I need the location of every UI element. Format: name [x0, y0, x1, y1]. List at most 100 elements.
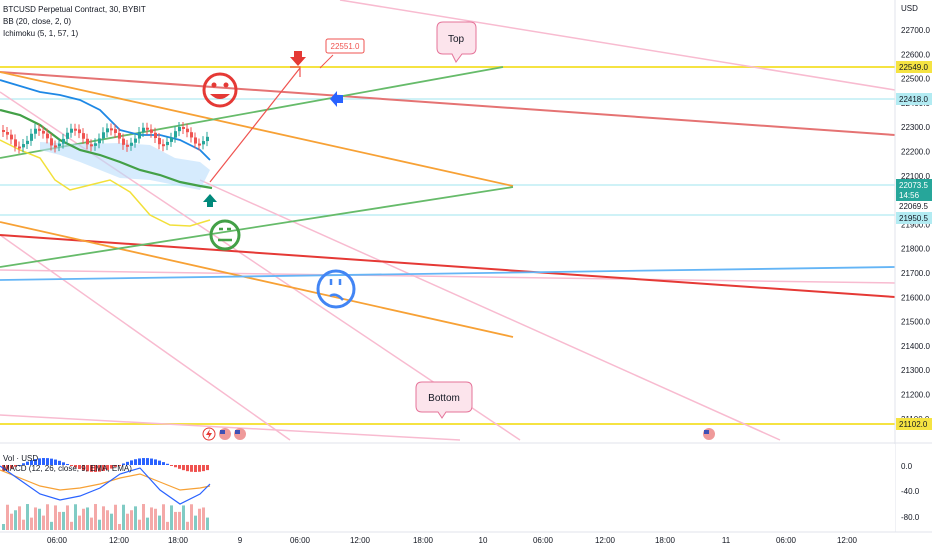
trendline-pink-5[interactable]	[0, 414, 461, 441]
macd-legend[interactable]: MACD (12, 26, close, 9, EMA, EMA)	[3, 464, 132, 473]
candle-body[interactable]	[94, 143, 97, 146]
trendline-pink-1[interactable]	[339, 0, 896, 91]
candle-body[interactable]	[46, 133, 49, 139]
indicator-pane[interactable]	[0, 444, 895, 532]
candle-body[interactable]	[170, 137, 173, 142]
candle-body[interactable]	[10, 134, 13, 140]
candle-body[interactable]	[70, 128, 73, 133]
price-pane[interactable]	[0, 0, 895, 440]
candle-body[interactable]	[54, 145, 57, 148]
candle-body[interactable]	[90, 144, 93, 147]
trendline-red-lower[interactable]	[0, 234, 896, 298]
candle-body[interactable]	[126, 144, 129, 147]
candle-body[interactable]	[190, 132, 193, 138]
trendline-pink-6[interactable]	[0, 269, 896, 284]
candle-body[interactable]	[118, 132, 121, 139]
ichimoku-legend[interactable]: Ichimoku (5, 1, 57, 1)	[3, 29, 79, 38]
candle-body[interactable]	[198, 143, 201, 146]
event-us-flag-icon[interactable]	[703, 428, 715, 440]
candle-body[interactable]	[58, 143, 61, 147]
candles[interactable]	[2, 121, 209, 154]
candle-body[interactable]	[158, 138, 161, 145]
top-callout[interactable]	[436, 21, 477, 63]
candle-body[interactable]	[78, 129, 81, 134]
candle-body[interactable]	[142, 127, 145, 133]
candle-body[interactable]	[102, 132, 105, 139]
candle-body[interactable]	[202, 141, 205, 145]
candle-body[interactable]	[178, 126, 181, 132]
candle-body[interactable]	[38, 128, 41, 131]
bottom-callout[interactable]	[415, 381, 473, 419]
candle-body[interactable]	[114, 129, 117, 133]
candle-body[interactable]	[50, 138, 53, 146]
trendline-green-upper[interactable]	[0, 66, 504, 159]
volume-bar	[174, 511, 177, 530]
trendline-pink-3[interactable]	[0, 234, 291, 441]
candle-body[interactable]	[14, 139, 17, 147]
candle-body[interactable]	[86, 138, 89, 145]
trendline-red-upper[interactable]	[0, 71, 896, 136]
candle-body[interactable]	[98, 138, 101, 144]
candle-body[interactable]	[182, 126, 185, 129]
candle-body[interactable]	[42, 130, 45, 134]
candle-body[interactable]	[174, 131, 177, 138]
candle-body[interactable]	[130, 142, 133, 146]
candle-body[interactable]	[134, 138, 137, 143]
macd-bar	[190, 465, 193, 472]
candle-body[interactable]	[18, 146, 21, 149]
candle-body[interactable]	[186, 128, 189, 133]
candle-body[interactable]	[194, 137, 197, 144]
bb-legend[interactable]: BB (20, close, 2, 0)	[3, 17, 72, 26]
macd-bar	[186, 465, 189, 472]
candle-body[interactable]	[166, 141, 169, 146]
volume-bar	[70, 521, 73, 530]
volume-bar	[82, 508, 85, 530]
candle-body[interactable]	[30, 133, 33, 141]
candle-body[interactable]	[22, 144, 25, 148]
event-us-flag-icon[interactable]	[234, 428, 246, 440]
candle-body[interactable]	[34, 128, 37, 134]
price-tick-label: 21900.0	[901, 220, 930, 229]
candle-body[interactable]	[154, 132, 157, 139]
event-us-flag-icon[interactable]	[219, 428, 231, 440]
candle-body[interactable]	[62, 138, 65, 144]
trendline-blue[interactable]	[0, 266, 896, 281]
macd-bar	[46, 458, 49, 465]
trendline-orange-upper[interactable]	[0, 71, 514, 187]
trendline-orange-lower[interactable]	[0, 221, 514, 338]
event-flash-icon[interactable]	[202, 427, 216, 441]
volume-bar	[66, 505, 69, 530]
candle-body[interactable]	[150, 129, 153, 133]
candle-body[interactable]	[206, 136, 209, 142]
time-tick-label: 11	[722, 536, 731, 545]
candle-body[interactable]	[66, 132, 69, 139]
candle-body[interactable]	[162, 144, 165, 147]
trendline-green-lower[interactable]	[0, 186, 514, 268]
candle-body[interactable]	[26, 140, 29, 145]
macd-bar	[86, 465, 89, 472]
symbol-legend[interactable]: BTCUSD Perpetual Contract, 30, BYBIT	[3, 5, 146, 14]
candle-body[interactable]	[106, 128, 109, 133]
candle-body[interactable]	[122, 138, 125, 145]
target-price-callout[interactable]	[325, 38, 365, 54]
candle-body[interactable]	[146, 127, 149, 130]
volume-bar	[34, 507, 37, 530]
candle-body[interactable]	[2, 130, 5, 132]
candle-body[interactable]	[82, 133, 85, 139]
trendline-pink-4[interactable]	[199, 179, 781, 441]
price-axis[interactable]: 22700.022600.022500.022400.022300.022200…	[901, 26, 930, 424]
callout-pointer	[319, 54, 334, 69]
price-tick-label: 22100.0	[901, 172, 930, 181]
time-axis[interactable]: 06:00 12:00 18:00 9 06:00 12:00 18:00 10 06:00 12…	[47, 536, 858, 545]
candle-body[interactable]	[74, 128, 77, 131]
volume-bar	[150, 507, 153, 530]
volume-legend[interactable]: Vol · USD	[3, 454, 39, 463]
candle-body[interactable]	[6, 132, 9, 135]
candle-body[interactable]	[110, 128, 113, 131]
macd-line	[0, 465, 211, 505]
candle-body[interactable]	[138, 132, 141, 139]
projection-line[interactable]	[209, 67, 301, 183]
time-tick-label: 12:00	[350, 536, 371, 545]
